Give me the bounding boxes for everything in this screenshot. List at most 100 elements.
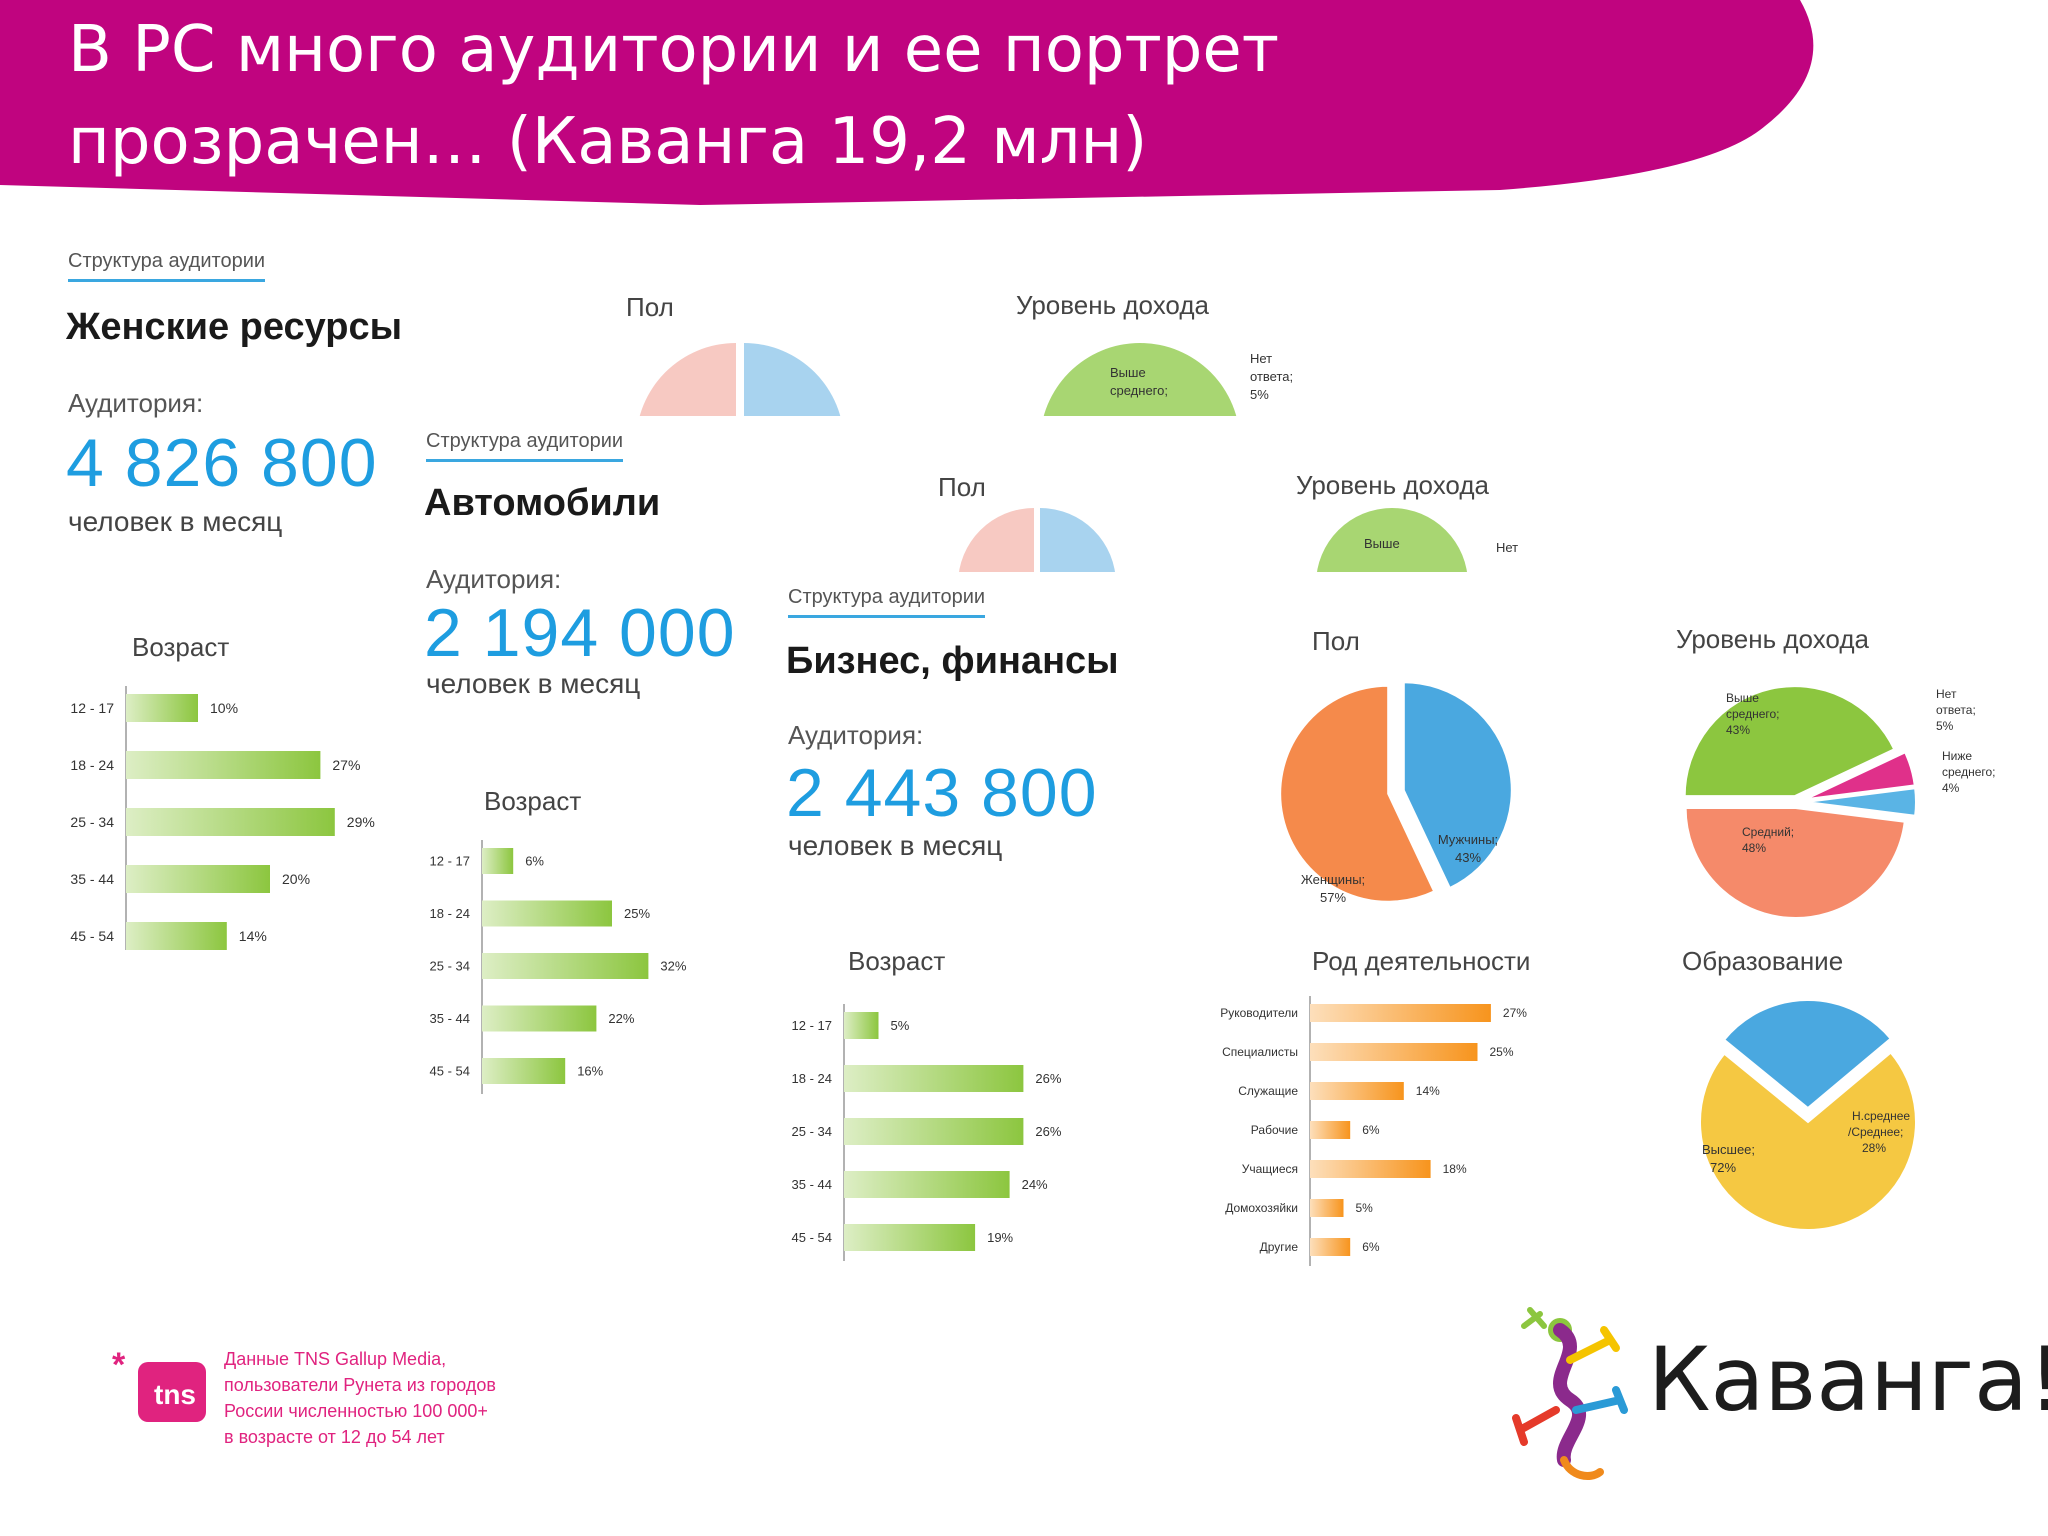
bar-value-label: 10% [210,700,238,716]
bar [482,1005,597,1032]
bar [1310,1043,1478,1061]
category-label: Другие [1260,1240,1299,1254]
bar [1310,1082,1404,1100]
category-label: 12 - 17 [430,854,470,869]
pie-slice [1683,685,1896,798]
lizard-logo-icon [1512,1307,1628,1480]
income-label-0a: Выше [1726,691,1759,705]
bar-value-label: 32% [660,959,686,974]
bar-value-label: 6% [1362,1240,1380,1254]
income-label-0: Выше [1110,365,1146,380]
title-banner [0,0,1814,205]
category-label: Домохозяйки [1225,1201,1298,1215]
income-pie-slices [1683,685,1917,919]
age-chart-title: Возраст [484,786,582,816]
income-label-0: Выше [1364,536,1400,551]
education-pie-chart: Высшее; 72% Н.среднее /Среднее; 28% [1699,999,1917,1231]
per-month-label: человек в месяц [788,830,1003,861]
category-label: Служащие [1238,1084,1298,1098]
slide-title-line1: В РС много аудитории и ее портрет [68,13,1280,87]
income-pie-chart: Выше среднего; 43% Нет ответа; 5% Ниже с… [1683,685,1996,919]
income-label-2b: среднего; [1942,765,1996,779]
age-bar-chart: 12 - 17 6% 18 - 24 25% 25 - 34 32% 35 - 44 22% 4… [430,840,687,1094]
income-pct-2: 4% [1942,781,1960,795]
tns-logo: * tns [112,1346,206,1422]
bar-value-label: 24% [1022,1177,1048,1192]
category-label: 25 - 34 [792,1124,832,1139]
bar [126,751,321,779]
income-title: Уровень дохода [1016,290,1209,320]
income-label-4: 5% [1250,387,1269,402]
age-chart-title: Возраст [132,632,230,662]
audience-label: Аудитория: [68,388,204,418]
edu-label-0: Высшее; [1702,1142,1755,1157]
bar-value-label: 20% [282,871,310,887]
audience-label: Аудитория: [426,564,562,594]
pie-slice [1684,806,1906,919]
bar-value-label: 5% [1356,1201,1374,1215]
svg-text:*: * [112,1346,126,1384]
category-label: Специалисты [1222,1045,1298,1059]
footer-line-4: в возрасте от 12 до 54 лет [224,1427,445,1447]
category-label: Рабочие [1251,1123,1299,1137]
structure-label: Структура аудитории [788,586,986,618]
structure-label: Структура аудитории [426,430,624,462]
bar [1310,1004,1491,1022]
gender-pie-title: Пол [1312,626,1360,656]
gender-pie-slices [1279,681,1513,903]
category-label: 45 - 54 [430,1064,470,1079]
audience-label: Аудитория: [788,720,924,750]
gender-title: Пол [938,472,986,502]
category-label: 18 - 24 [792,1071,832,1086]
per-month-label: человек в месяц [68,506,283,537]
pie-label-women: Женщины; [1301,872,1365,887]
category-label: 45 - 54 [792,1230,832,1245]
age-bar-chart: 12 - 17 5% 18 - 24 26% 25 - 34 26% 35 - 44 24% 4… [792,1004,1062,1261]
category-label: 45 - 54 [70,928,114,944]
income-label-2a: Ниже [1942,749,1972,763]
bar-value-label: 25% [624,906,650,921]
income-label-1: Нет [1496,540,1518,555]
bar [1310,1238,1351,1256]
footer-note: Данные TNS Gallup Media, пользователи Ру… [224,1346,564,1450]
bar [844,1171,1010,1198]
bar-value-label: 18% [1443,1162,1467,1176]
resource-name: Бизнес, финансы [786,640,1119,682]
bar [482,900,612,927]
income-pct-1: 5% [1936,719,1954,733]
edu-pct-1: 28% [1862,1141,1886,1155]
bar-value-label: 5% [891,1018,910,1033]
svg-text:tns: tns [154,1379,196,1410]
gender-pie-partial [958,508,1116,584]
bar [844,1224,976,1251]
bar [844,1012,879,1039]
bar-value-label: 22% [608,1011,634,1026]
edu-label-1b: /Среднее; [1848,1125,1903,1139]
pie-slice [1805,787,1917,817]
bar-value-label: 27% [332,757,360,773]
bar [1310,1199,1344,1217]
footer-line-1: Данные TNS Gallup Media, [224,1349,447,1369]
bar-value-label: 16% [577,1064,603,1079]
education-pie-title: Образование [1682,946,1844,976]
bar-value-label: 6% [1362,1123,1380,1137]
bar-value-label: 26% [1035,1071,1061,1086]
bar [482,953,649,979]
income-label-1b: ответа; [1936,703,1976,717]
bar [844,1118,1024,1145]
pie-slice [1805,751,1916,801]
edu-pct-0: 72% [1710,1160,1736,1175]
bar [126,865,270,893]
bar [482,848,514,874]
bar-value-label: 14% [1416,1084,1440,1098]
occupation-chart-title: Род деятельности [1312,946,1531,976]
pie-slice [1699,1051,1917,1231]
pie-slice [1402,681,1513,890]
resource-name: Женские ресурсы [66,306,403,348]
bar-value-label: 27% [1503,1006,1527,1020]
pie-slice [1279,684,1436,903]
income-pie-partial: Выше Нет [1316,508,1518,584]
audience-value: 4 826 800 [66,425,378,501]
gender-pie-chart: Мужчины; 43% Женщины; 57% [1279,681,1513,905]
bar-value-label: 6% [525,854,544,869]
